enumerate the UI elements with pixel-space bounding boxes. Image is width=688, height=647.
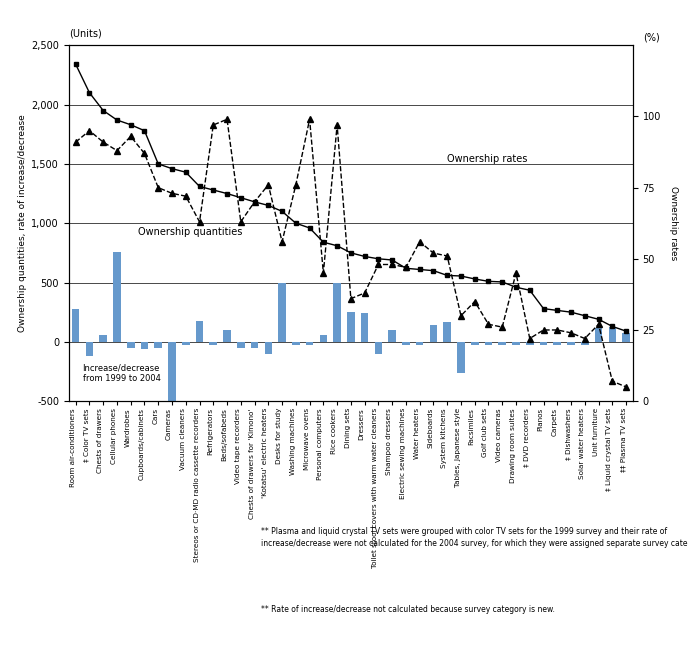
Bar [140,342,148,349]
Bar [429,325,438,342]
Bar [306,342,314,345]
Y-axis label: Ownership rates: Ownership rates [669,186,678,260]
Bar [553,342,561,345]
Bar [223,330,230,342]
Bar [375,342,383,354]
Bar [608,327,616,342]
Bar [154,342,162,348]
Bar [250,342,259,348]
Bar [361,313,369,342]
Text: (Units): (Units) [69,28,102,38]
Bar [388,330,396,342]
Bar [195,321,204,342]
Bar [168,342,176,407]
Bar [581,342,588,345]
Bar [526,342,534,345]
Bar [539,342,548,345]
Bar [237,342,245,348]
Bar [484,342,493,345]
Bar [471,342,479,345]
Bar [458,342,465,373]
Bar [347,313,355,342]
Text: Ownership quantities: Ownership quantities [138,227,242,237]
Bar [85,342,93,356]
Bar [402,342,410,345]
Bar [567,342,574,345]
Bar [72,309,79,342]
Bar [127,342,134,348]
Bar [182,342,190,345]
Bar [622,333,630,342]
Text: ** Rate of increase/decrease not calculated because survey category is new.: ** Rate of increase/decrease not calcula… [261,605,555,614]
Y-axis label: Ownership quantities, rate of increase/decrease: Ownership quantities, rate of increase/d… [18,115,27,332]
Bar [278,283,286,342]
Bar [594,327,603,342]
Bar [209,342,217,345]
Bar [99,334,107,342]
Text: (%): (%) [643,32,660,42]
Text: Ownership rates: Ownership rates [447,154,528,164]
Text: ** Plasma and liquid crystal TV sets were grouped with color TV sets for the 199: ** Plasma and liquid crystal TV sets wer… [261,527,688,548]
Bar [333,283,341,342]
Bar [113,252,121,342]
Bar [512,342,520,345]
Bar [416,342,423,345]
Bar [443,322,451,342]
Bar [264,342,272,354]
Bar [292,342,299,345]
Bar [498,342,506,345]
Bar [319,334,327,342]
Text: Increase/decrease
from 1999 to 2004: Increase/decrease from 1999 to 2004 [83,364,160,383]
